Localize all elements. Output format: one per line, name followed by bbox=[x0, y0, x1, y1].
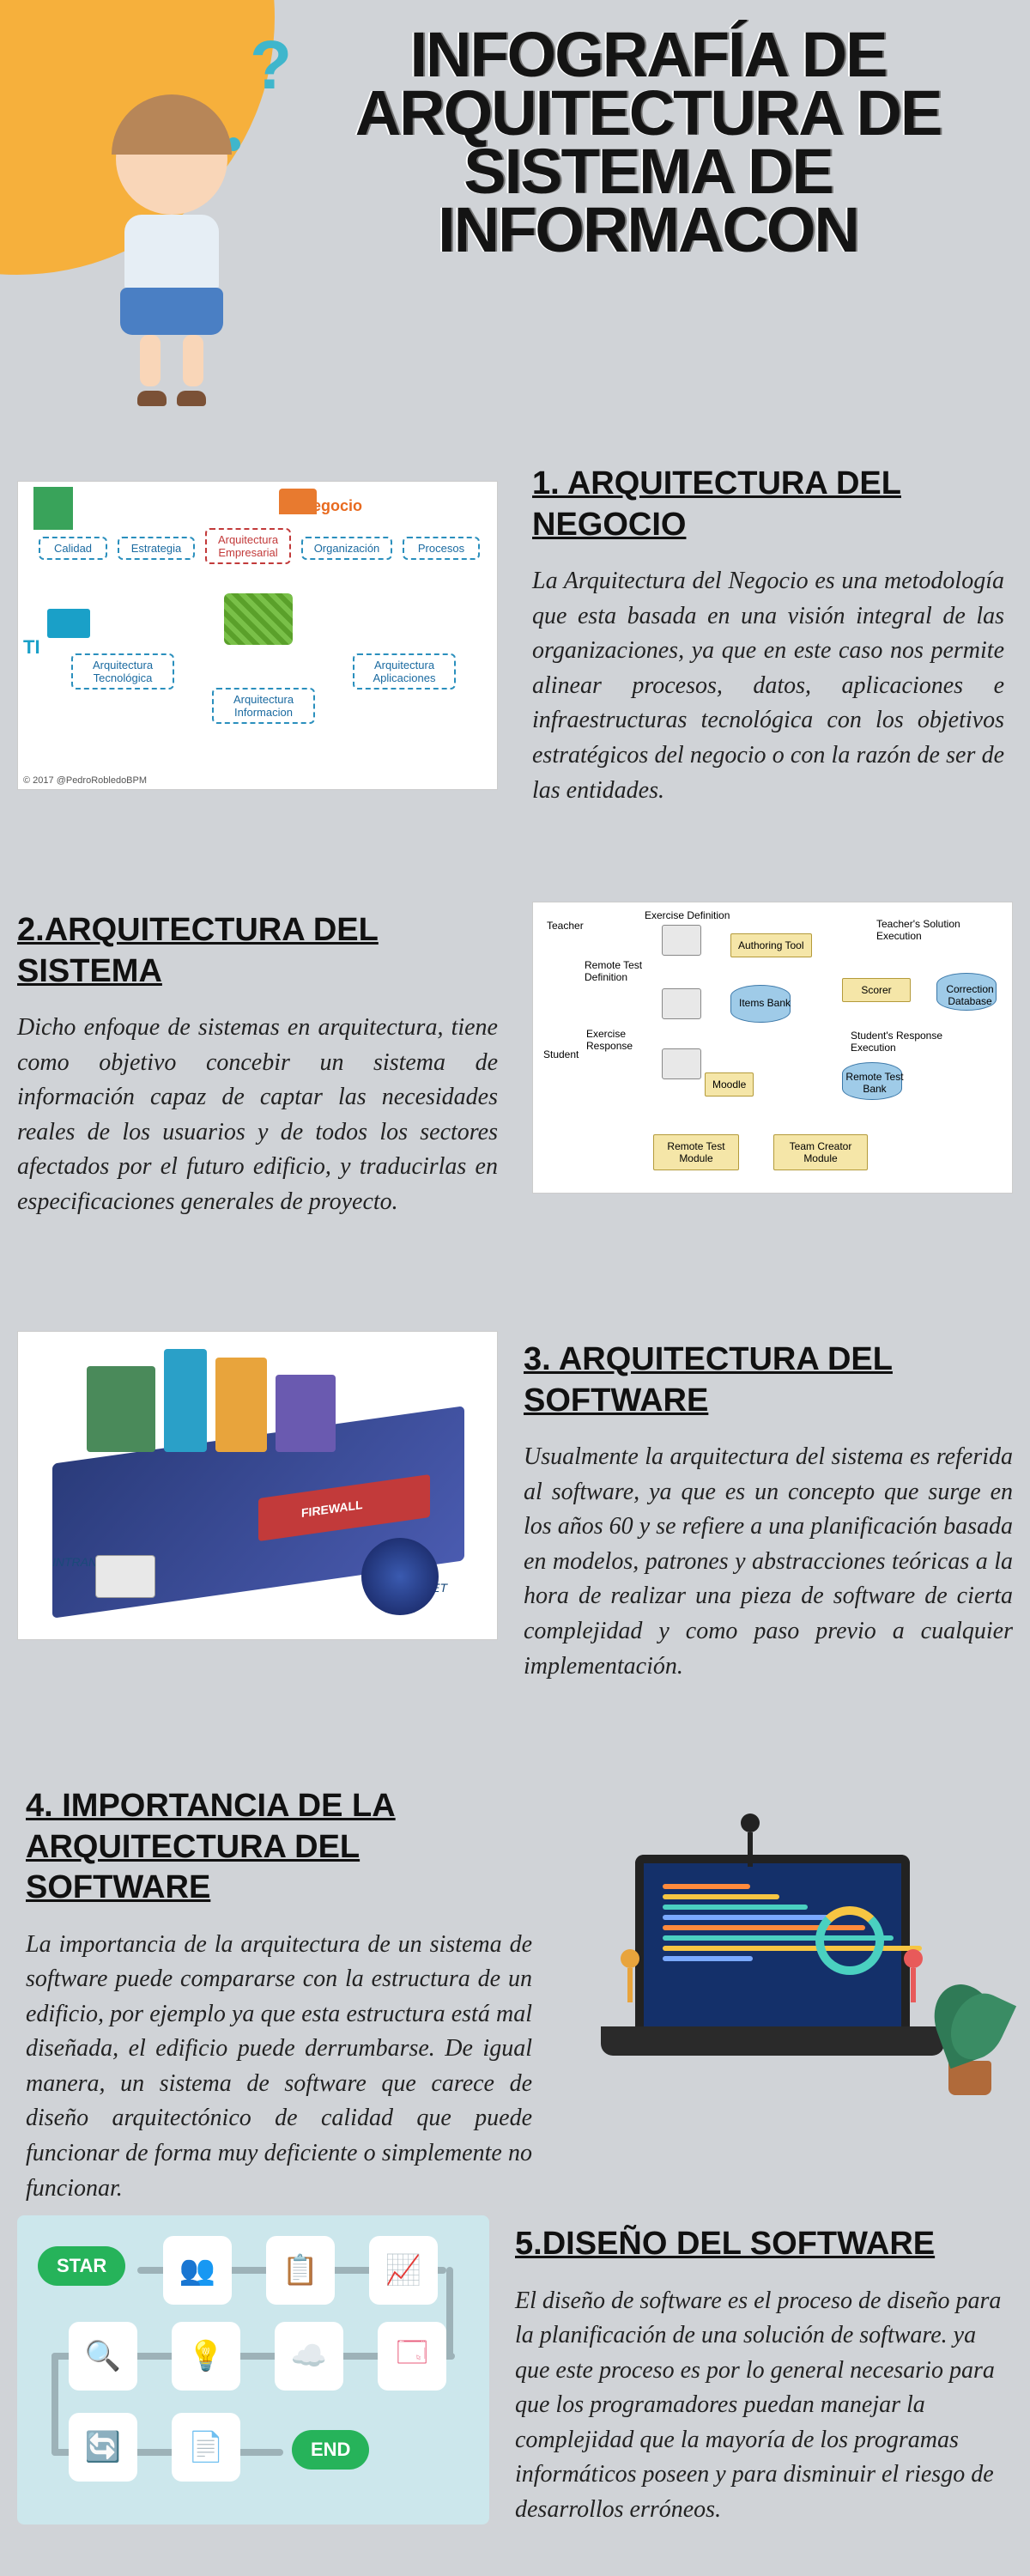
section-2-body: Dicho enfoque de sistemas en arquitectur… bbox=[17, 1011, 498, 1220]
label-student: Student bbox=[543, 1048, 579, 1060]
box-aplicaciones: Arquitectura Aplicaciones bbox=[353, 653, 456, 690]
diagram-business-architecture: Negocio TI Calidad Estrategia Arquitectu… bbox=[17, 481, 498, 790]
section-5-body: El diseño de software es el proceso de d… bbox=[515, 2284, 1013, 2528]
monitor-icon bbox=[47, 609, 90, 638]
cube-icon bbox=[224, 593, 293, 645]
flow-icon-people: 👥 bbox=[163, 2236, 232, 2305]
child-body bbox=[124, 215, 219, 292]
section-2-title: 2.ARQUITECTURA DEL SISTEMA bbox=[17, 910, 498, 992]
box-procesos: Procesos bbox=[403, 537, 480, 560]
flow-icon-doc: 📄 bbox=[172, 2413, 240, 2482]
label-items-bank: Items Bank bbox=[739, 997, 791, 1009]
laptop-screen bbox=[635, 1855, 910, 2026]
pill-start: STAR bbox=[38, 2246, 125, 2286]
diagram-software-architecture-3d: INTRANET INTERNET FIREWALL bbox=[17, 1331, 498, 1640]
box-scorer: Scorer bbox=[842, 978, 911, 1002]
label-teacher-sol: Teacher's Solution Execution bbox=[876, 918, 971, 942]
server-block bbox=[87, 1366, 155, 1452]
internet-globe-icon bbox=[361, 1538, 439, 1615]
thinking-child-illustration: ? bbox=[60, 52, 283, 395]
server-block bbox=[215, 1358, 267, 1452]
label-teacher: Teacher bbox=[547, 920, 584, 932]
flow-icon-search: 🔍 bbox=[69, 2322, 137, 2391]
label-exercise-def: Exercise Definition bbox=[645, 909, 730, 921]
flow-icon-cloud: ☁️ bbox=[275, 2322, 343, 2391]
briefcase-icon bbox=[279, 489, 317, 514]
section-5-title: 5.DISEÑO DEL SOFTWARE bbox=[515, 2224, 1013, 2265]
box-organizacion: Organización bbox=[301, 537, 392, 560]
flow-icon-checklist: 📋 bbox=[266, 2236, 335, 2305]
person-icon bbox=[618, 1949, 642, 2002]
label-correction-db: Correction Database bbox=[936, 983, 1003, 1007]
laptop-base bbox=[601, 2026, 944, 2056]
flow-icon-idea: 💡 bbox=[172, 2322, 240, 2391]
box-estrategia: Estrategia bbox=[118, 537, 195, 560]
box-calidad: Calidad bbox=[39, 537, 107, 560]
flow-icon-window: 🗔 bbox=[378, 2322, 446, 2391]
section-3-body: Usualmente la arquitectura del sistema e… bbox=[524, 1440, 1013, 1684]
person-icon bbox=[738, 1814, 762, 1867]
pc-icon bbox=[662, 1048, 701, 1079]
diagram1-credit: © 2017 @PedroRobledoBPM bbox=[23, 775, 147, 786]
box-remote-test-module: Remote Test Module bbox=[653, 1134, 739, 1170]
person-icon bbox=[901, 1949, 925, 2002]
pc-icon bbox=[662, 988, 701, 1019]
server-block bbox=[164, 1349, 207, 1452]
box-informacion: Arquitectura Informacion bbox=[212, 688, 315, 724]
progress-ring-icon bbox=[815, 1906, 884, 1975]
child-shorts bbox=[120, 288, 223, 335]
server-block bbox=[276, 1375, 336, 1452]
pc-icon bbox=[662, 925, 701, 956]
box-empresarial: Arquitectura Empresarial bbox=[205, 528, 291, 564]
child-head bbox=[116, 103, 227, 215]
flow-icon-chart: 📈 bbox=[369, 2236, 438, 2305]
page-title: INFOGRAFÍA DE ARQUITECTURA DE SISTEMA DE… bbox=[283, 26, 1013, 259]
section-1-body: La Arquitectura del Negocio es una metod… bbox=[532, 564, 1004, 808]
flow-icon-sync: 🔄 bbox=[69, 2413, 137, 2482]
plant-icon bbox=[936, 1975, 1004, 2095]
label-remote-test-bank: Remote Test Bank bbox=[840, 1071, 909, 1095]
illustration-laptop-developers bbox=[566, 1820, 1013, 2112]
box-moodle: Moodle bbox=[705, 1072, 754, 1097]
box-tecnologica: Arquitectura Tecnológica bbox=[71, 653, 174, 690]
intranet-pc bbox=[95, 1555, 155, 1598]
pill-end: END bbox=[292, 2430, 369, 2470]
label-exercise-resp: Exercise Response bbox=[586, 1028, 646, 1052]
label-remote-test-def: Remote Test Definition bbox=[585, 959, 645, 983]
diagram-system-architecture: Teacher Student Exercise Definition Remo… bbox=[532, 902, 1013, 1194]
section-4-title: 4. IMPORTANCIA DE LA ARQUITECTURA DEL SO… bbox=[26, 1786, 532, 1909]
box-authoring: Authoring Tool bbox=[730, 933, 812, 957]
section-4-body: La importancia de la arquitectura de un … bbox=[26, 1928, 532, 2207]
building-icon bbox=[33, 487, 73, 530]
label-ti: TI bbox=[23, 636, 40, 659]
diagram-software-design-flow: STAR END 👥 📋 📈 🔍 💡 ☁️ 🗔 🔄 📄 bbox=[17, 2215, 489, 2524]
box-team-creator: Team Creator Module bbox=[773, 1134, 868, 1170]
section-3-title: 3. ARQUITECTURA DEL SOFTWARE bbox=[524, 1340, 1013, 1421]
section-1-title: 1. ARQUITECTURA DEL NEGOCIO bbox=[532, 464, 1004, 545]
label-student-resp: Student's Response Execution bbox=[851, 1030, 962, 1054]
